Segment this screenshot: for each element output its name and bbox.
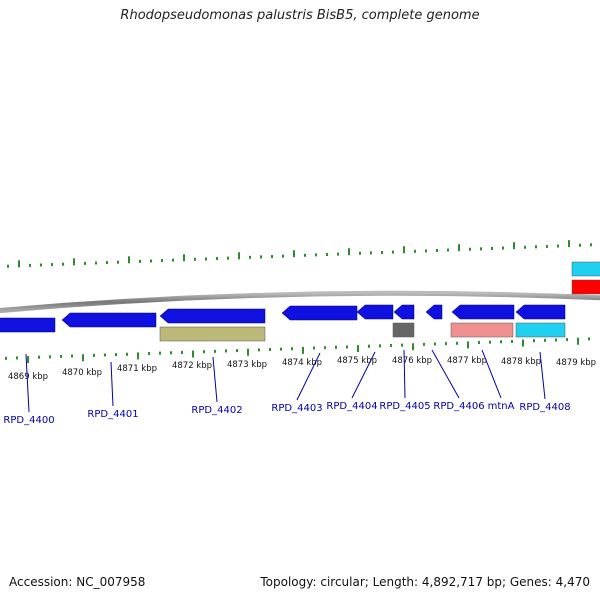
kbp-label: 4872 kbp	[172, 361, 212, 371]
gene-label-leader	[212, 356, 218, 403]
gene-arrow	[356, 304, 394, 320]
gene-label: RPD_4401	[87, 409, 138, 420]
gene-box	[392, 322, 415, 338]
gene-arrow	[425, 304, 443, 320]
backbone-arc	[0, 290, 600, 314]
gene-label: mtnA	[488, 401, 515, 412]
gene-label-leader	[25, 353, 30, 413]
gene-box	[450, 322, 514, 338]
outer-ticks	[7, 240, 592, 268]
gene-box	[159, 326, 266, 342]
gene-box	[515, 322, 566, 338]
gene-label-leader	[403, 349, 406, 399]
kbp-label: 4869 kbp	[8, 372, 48, 382]
kbp-label: 4878 kbp	[501, 357, 541, 367]
kbp-label: 4870 kbp	[62, 368, 102, 378]
gene-arrow	[451, 304, 515, 320]
gene-label: RPD_4403	[271, 403, 322, 414]
gene-arrow	[61, 312, 157, 328]
gene-labels: RPD_4400 RPD_4401 RPD_4402 RPD_4403 RPD_4404…	[3, 349, 571, 426]
kbp-label: 4879 kbp	[556, 358, 596, 368]
gene-label: RPD_4400	[3, 415, 54, 426]
kbp-label: 4874 kbp	[282, 358, 322, 368]
gene-arrow	[281, 305, 358, 321]
kbp-scale-labels: 4869 kbp 4870 kbp 4871 kbp 4872 kbp 4873 kbp…	[8, 356, 596, 382]
genome-title: Rhodopseudomonas palustris BisB5, comple…	[120, 8, 480, 23]
gene-arrow	[393, 304, 415, 320]
kbp-label: 4871 kbp	[117, 364, 157, 374]
accession-text: Accession: NC_007958	[9, 575, 146, 589]
inner-ticks	[5, 337, 590, 364]
gene-label: RPD_4408	[519, 402, 570, 413]
gene-box	[571, 261, 600, 277]
gene-label-leader	[351, 351, 376, 399]
gene-arrow	[0, 317, 56, 333]
kbp-label: 4873 kbp	[227, 360, 267, 370]
gene-label: RPD_4406	[433, 401, 484, 412]
kbp-label: 4877 kbp	[447, 356, 487, 366]
gene-label: RPD_4404	[326, 401, 377, 412]
gene-label-leader	[431, 349, 460, 399]
kbp-label: 4876 kbp	[392, 356, 432, 366]
gene-label-leader	[296, 352, 321, 401]
gene-label-leader	[110, 361, 114, 407]
gene-box	[571, 279, 600, 295]
gene-label: RPD_4405	[379, 401, 430, 412]
gene-label-leader	[539, 351, 546, 400]
gene-arrow	[515, 304, 566, 320]
kbp-label: 4875 kbp	[337, 356, 377, 366]
gene-label-leader	[481, 349, 502, 399]
gene-label: RPD_4402	[191, 405, 242, 416]
genome-summary-text: Topology: circular; Length: 4,892,717 bp…	[260, 575, 590, 589]
gene-arrow	[159, 308, 266, 324]
gene-features	[0, 261, 600, 342]
